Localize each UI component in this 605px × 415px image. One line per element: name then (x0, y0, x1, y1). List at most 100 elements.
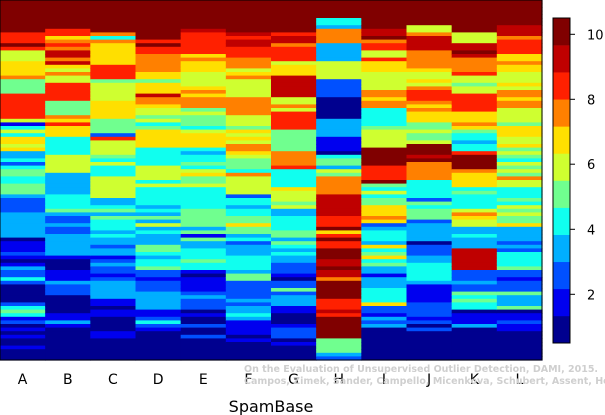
heatmap-cell (135, 118, 182, 123)
heatmap-cell (45, 50, 91, 55)
heatmap-cell (316, 176, 362, 181)
heatmap-cell (406, 0, 453, 5)
heatmap-cell (45, 255, 91, 260)
heatmap-cell (0, 349, 46, 354)
heatmap-cell (451, 241, 498, 246)
heatmap-cell (451, 349, 498, 354)
heatmap-cell (271, 295, 317, 300)
heatmap-cell (406, 216, 453, 221)
heatmap-cell (451, 162, 498, 167)
heatmap-cell (496, 28, 543, 33)
heatmap-cell (90, 187, 137, 192)
colorbar-segment (553, 261, 570, 290)
heatmap-cell (451, 327, 498, 332)
heatmap-cell (496, 201, 543, 206)
heatmap-cell (496, 345, 543, 350)
heatmap-cell (451, 216, 498, 221)
heatmap-cell (180, 72, 227, 77)
heatmap-cell (0, 255, 46, 260)
heatmap-cell (496, 352, 543, 357)
heatmap-cell (316, 57, 362, 62)
heatmap-cell (271, 25, 317, 30)
heatmap-cell (496, 10, 543, 15)
colorbar-segment (553, 18, 570, 46)
heatmap-cell (225, 298, 272, 303)
heatmap-cell (180, 270, 227, 275)
heatmap-cell (271, 291, 317, 296)
heatmap-cell (271, 43, 317, 48)
heatmap-cell (225, 187, 272, 192)
heatmap-cell (0, 230, 46, 235)
heatmap-cell (90, 93, 137, 98)
heatmap-cell (135, 0, 182, 5)
heatmap-cell (451, 205, 498, 210)
heatmap-cell (451, 237, 498, 242)
heatmap-cell (406, 176, 453, 181)
heatmap-cell (90, 133, 137, 138)
heatmap-cell (496, 140, 543, 145)
heatmap-cell (180, 126, 227, 131)
heatmap-cell (451, 46, 498, 51)
heatmap-cell (271, 223, 317, 228)
colorbar-segment (553, 153, 570, 181)
heatmap-cell (361, 216, 408, 221)
heatmap-cell (45, 39, 91, 44)
heatmap-cell (361, 90, 408, 95)
heatmap-cell (316, 43, 362, 48)
colorbar-tick-label: 10 (587, 28, 604, 43)
heatmap-cell (496, 136, 543, 141)
heatmap-cell (496, 172, 543, 177)
heatmap-cell (316, 165, 362, 170)
heatmap-cell (406, 122, 453, 127)
heatmap-cell (406, 306, 453, 311)
heatmap-cell (225, 100, 272, 105)
heatmap-cell (451, 151, 498, 156)
heatmap-cell (180, 219, 227, 224)
heatmap-cell (0, 252, 46, 257)
heatmap-cell (451, 291, 498, 296)
heatmap-cell (90, 10, 137, 15)
heatmap-cell (0, 320, 46, 325)
heatmap-cell (361, 252, 408, 257)
heatmap-cell (271, 338, 317, 343)
heatmap-cell (225, 190, 272, 195)
heatmap-cell (316, 104, 362, 109)
heatmap-cell (271, 57, 317, 62)
heatmap-cell (271, 10, 317, 15)
heatmap-cell (451, 7, 498, 12)
heatmap-cell (451, 176, 498, 181)
heatmap-cell (45, 43, 91, 48)
heatmap-cell (271, 208, 317, 213)
heatmap-cell (225, 140, 272, 145)
heatmap-cell (406, 111, 453, 116)
heatmap-cell (271, 162, 317, 167)
heatmap-cell (496, 324, 543, 329)
heatmap-cell (45, 115, 91, 120)
heatmap-cell (406, 219, 453, 224)
heatmap-cell (180, 21, 227, 26)
heatmap-cell (180, 64, 227, 69)
heatmap-cell (90, 176, 137, 181)
heatmap-cell (45, 313, 91, 318)
heatmap-cell (271, 82, 317, 87)
heatmap-cell (90, 190, 137, 195)
heatmap-cell (271, 75, 317, 80)
heatmap-cell (135, 309, 182, 314)
heatmap-cell (271, 334, 317, 339)
heatmap-cell (45, 57, 91, 62)
heatmap-cell (451, 288, 498, 293)
heatmap-cell (135, 36, 182, 41)
heatmap-cell (225, 14, 272, 19)
heatmap-cell (496, 151, 543, 156)
heatmap-cell (496, 32, 543, 37)
heatmap-cell (90, 266, 137, 271)
heatmap-cell (0, 162, 46, 167)
heatmap-cell (361, 331, 408, 336)
heatmap-cell (90, 244, 137, 249)
heatmap-cell (451, 342, 498, 347)
heatmap-cell (316, 252, 362, 257)
heatmap-cell (406, 36, 453, 41)
heatmap-cell (135, 244, 182, 249)
heatmap-cell (451, 266, 498, 271)
heatmap-cell (496, 306, 543, 311)
